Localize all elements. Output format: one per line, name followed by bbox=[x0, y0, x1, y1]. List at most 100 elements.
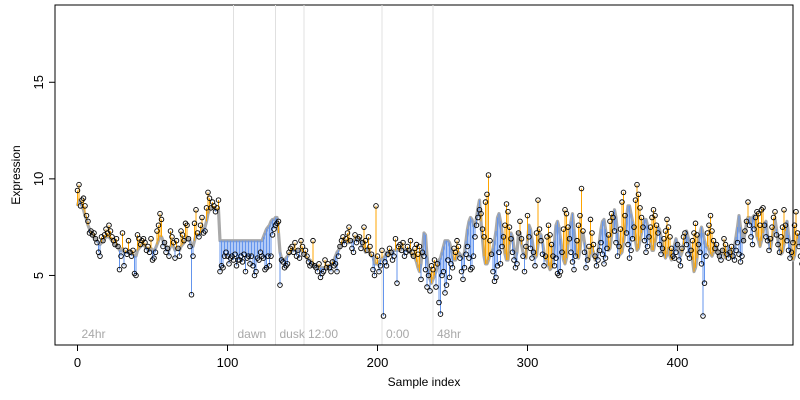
data-point bbox=[292, 239, 298, 246]
data-point bbox=[511, 257, 517, 263]
data-point bbox=[650, 207, 657, 213]
data-point bbox=[607, 218, 613, 225]
data-point bbox=[358, 245, 364, 252]
data-point bbox=[148, 235, 154, 242]
data-point bbox=[620, 189, 627, 196]
data-point bbox=[713, 241, 720, 248]
data-point bbox=[638, 214, 645, 221]
data-point bbox=[545, 222, 552, 228]
data-point bbox=[682, 230, 688, 236]
data-point bbox=[778, 234, 784, 240]
data-point bbox=[437, 311, 444, 317]
data-point bbox=[646, 234, 652, 240]
data-point bbox=[289, 243, 295, 250]
data-point bbox=[478, 210, 484, 217]
data-point bbox=[152, 249, 159, 256]
data-point bbox=[191, 220, 198, 227]
data-point bbox=[346, 224, 352, 230]
data-point bbox=[671, 255, 678, 261]
data-point bbox=[617, 226, 624, 232]
data-point bbox=[334, 268, 340, 275]
data-point bbox=[614, 253, 621, 259]
data-point bbox=[536, 226, 543, 232]
data-point bbox=[268, 253, 274, 259]
data-point bbox=[503, 201, 510, 207]
data-point bbox=[184, 222, 190, 228]
data-point bbox=[782, 222, 789, 228]
data-point bbox=[566, 235, 573, 242]
data-point bbox=[740, 237, 747, 244]
data-point bbox=[784, 237, 790, 244]
data-point bbox=[167, 228, 174, 234]
data-point bbox=[739, 253, 745, 259]
data-point bbox=[433, 284, 439, 290]
data-point bbox=[569, 259, 576, 265]
data-point bbox=[394, 280, 400, 286]
data-point bbox=[628, 247, 634, 254]
x-tick-label: 100 bbox=[217, 355, 239, 370]
data-point bbox=[580, 228, 586, 234]
data-point bbox=[371, 272, 378, 279]
data-point bbox=[689, 237, 696, 244]
data-point bbox=[725, 255, 732, 261]
data-point bbox=[421, 253, 427, 259]
data-point bbox=[596, 247, 603, 254]
x-axis: 0 100 200 300 400 bbox=[74, 344, 688, 370]
data-point bbox=[463, 251, 469, 257]
data-point bbox=[523, 243, 529, 250]
data-point bbox=[457, 255, 463, 261]
data-point bbox=[365, 234, 372, 240]
data-point bbox=[250, 263, 256, 269]
data-point bbox=[727, 249, 733, 256]
data-point bbox=[521, 268, 528, 275]
data-point bbox=[749, 241, 756, 248]
data-point bbox=[635, 191, 642, 198]
data-point bbox=[418, 276, 424, 283]
data-point bbox=[581, 249, 588, 256]
data-point bbox=[482, 199, 489, 205]
data-point bbox=[796, 243, 800, 250]
data-point bbox=[85, 218, 91, 225]
data-point bbox=[719, 247, 726, 254]
data-point bbox=[632, 197, 639, 203]
fit-line bbox=[75, 198, 800, 285]
data-point bbox=[515, 230, 522, 236]
data-point bbox=[161, 239, 168, 246]
data-point bbox=[455, 243, 462, 250]
data-point bbox=[232, 251, 238, 257]
data-point bbox=[565, 224, 571, 230]
data-point bbox=[767, 235, 774, 242]
data-point bbox=[265, 253, 271, 259]
data-point bbox=[772, 208, 778, 215]
data-point bbox=[655, 230, 661, 236]
data-point bbox=[344, 230, 351, 236]
data-point bbox=[625, 241, 631, 248]
data-point bbox=[769, 224, 775, 230]
data-point bbox=[605, 232, 612, 238]
data-point bbox=[332, 261, 339, 267]
data-point bbox=[341, 241, 348, 248]
data-point bbox=[790, 239, 796, 246]
data-point bbox=[518, 235, 525, 242]
data-point bbox=[367, 243, 373, 250]
data-point bbox=[595, 257, 601, 263]
data-point bbox=[121, 263, 127, 269]
data-point bbox=[593, 263, 600, 269]
data-point bbox=[179, 232, 186, 238]
data-point bbox=[364, 247, 370, 254]
data-point bbox=[130, 247, 136, 254]
data-point bbox=[458, 268, 465, 275]
data-point bbox=[704, 230, 711, 236]
data-point bbox=[737, 259, 744, 265]
data-point bbox=[788, 249, 795, 256]
data-point bbox=[572, 253, 579, 259]
data-point bbox=[172, 255, 178, 261]
data-point bbox=[500, 234, 507, 240]
data-point bbox=[176, 253, 183, 259]
data-point bbox=[700, 313, 706, 319]
data-point bbox=[299, 243, 306, 250]
fit-curve bbox=[75, 198, 800, 285]
data-point bbox=[119, 230, 126, 236]
data-point bbox=[674, 241, 681, 248]
data-point bbox=[568, 249, 574, 256]
